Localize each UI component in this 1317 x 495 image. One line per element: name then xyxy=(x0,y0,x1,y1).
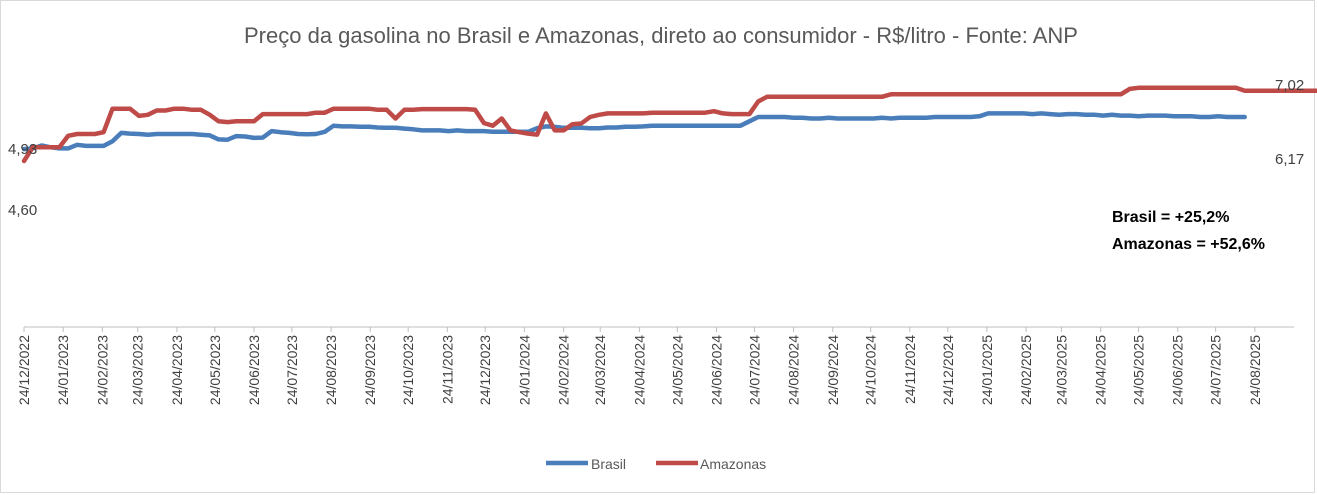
legend-label-amazonas: Amazonas xyxy=(700,456,766,472)
amazonas-end-value-label: 7,02 xyxy=(1275,77,1304,94)
x-axis-tick-label: 24/11/2023 xyxy=(439,335,455,404)
x-axis-tick-label: 24/06/2024 xyxy=(708,335,724,405)
x-axis-tick-label: 24/07/2025 xyxy=(1208,335,1224,405)
x-axis-tick-label: 24/12/2023 xyxy=(477,335,493,405)
x-axis-tick-label: 24/07/2024 xyxy=(746,335,762,405)
x-axis-tick-label: 24/05/2025 xyxy=(1131,335,1147,405)
legend-label-brasil: Brasil xyxy=(591,456,626,472)
x-axis-tick-label: 24/11/2024 xyxy=(902,335,918,404)
series-line-brasil xyxy=(21,111,1247,152)
brasil-start-value-label: 4,93 xyxy=(8,141,37,158)
x-axis-tick-label: 24/01/2025 xyxy=(979,335,995,405)
amazonas-start-value-label: 4,60 xyxy=(8,202,37,219)
series-line-amazonas xyxy=(21,85,1317,164)
x-axis-tick-label: 24/10/2023 xyxy=(400,335,416,405)
x-axis-tick-label: 24/09/2023 xyxy=(362,335,378,405)
x-axis-tick-labels: 24/12/2022 24/01/2023 24/02/2023 24/03/2023… xyxy=(16,335,1263,405)
x-axis-tick-label: 24/01/2024 xyxy=(516,335,532,405)
x-axis-tick-label: 24/09/2024 xyxy=(825,335,841,405)
x-axis-tick-label: 24/12/2024 xyxy=(940,335,956,405)
x-axis-tick-label: 24/08/2023 xyxy=(323,335,339,405)
x-axis-tick-label: 24/10/2024 xyxy=(863,335,879,405)
x-axis-tick-label: 24/08/2024 xyxy=(786,335,802,405)
x-axis-tick-label: 24/03/2023 xyxy=(130,335,146,405)
x-axis-tick-label: 24/04/2025 xyxy=(1093,335,1109,405)
x-axis-tick-label: 24/06/2023 xyxy=(246,335,262,405)
x-axis-tick-label: 24/03/2024 xyxy=(592,335,608,405)
x-axis-tick-label: 24/04/2023 xyxy=(169,335,185,405)
x-axis-tick-label: 24/05/2024 xyxy=(669,335,685,405)
x-axis-ticks xyxy=(23,327,1256,332)
x-axis-tick-label: 24/12/2022 xyxy=(16,335,32,405)
x-axis-tick-label: 24/05/2023 xyxy=(207,335,223,405)
x-axis-tick-label: 24/01/2023 xyxy=(55,335,71,405)
x-axis-tick-label: 24/04/2024 xyxy=(631,335,647,405)
x-axis-tick-label: 24/03/2025 xyxy=(1053,335,1069,405)
chart-title: Preço da gasolina no Brasil e Amazonas, … xyxy=(244,23,1078,48)
x-axis-tick-label: 24/02/2023 xyxy=(94,335,110,405)
x-axis-tick-label: 24/07/2023 xyxy=(284,335,300,405)
brasil-change-annotation: Brasil = +25,2% xyxy=(1112,209,1229,226)
x-axis-tick-label: 24/02/2025 xyxy=(1018,335,1034,405)
brasil-end-value-label: 6,17 xyxy=(1275,151,1304,168)
x-axis-tick-label: 24/02/2024 xyxy=(556,335,572,405)
x-axis-tick-label: 24/08/2025 xyxy=(1247,335,1263,405)
legend: Brasil Amazonas xyxy=(546,456,766,472)
amazonas-change-annotation: Amazonas = +52,6% xyxy=(1112,236,1265,253)
x-axis-tick-label: 24/06/2025 xyxy=(1170,335,1186,405)
